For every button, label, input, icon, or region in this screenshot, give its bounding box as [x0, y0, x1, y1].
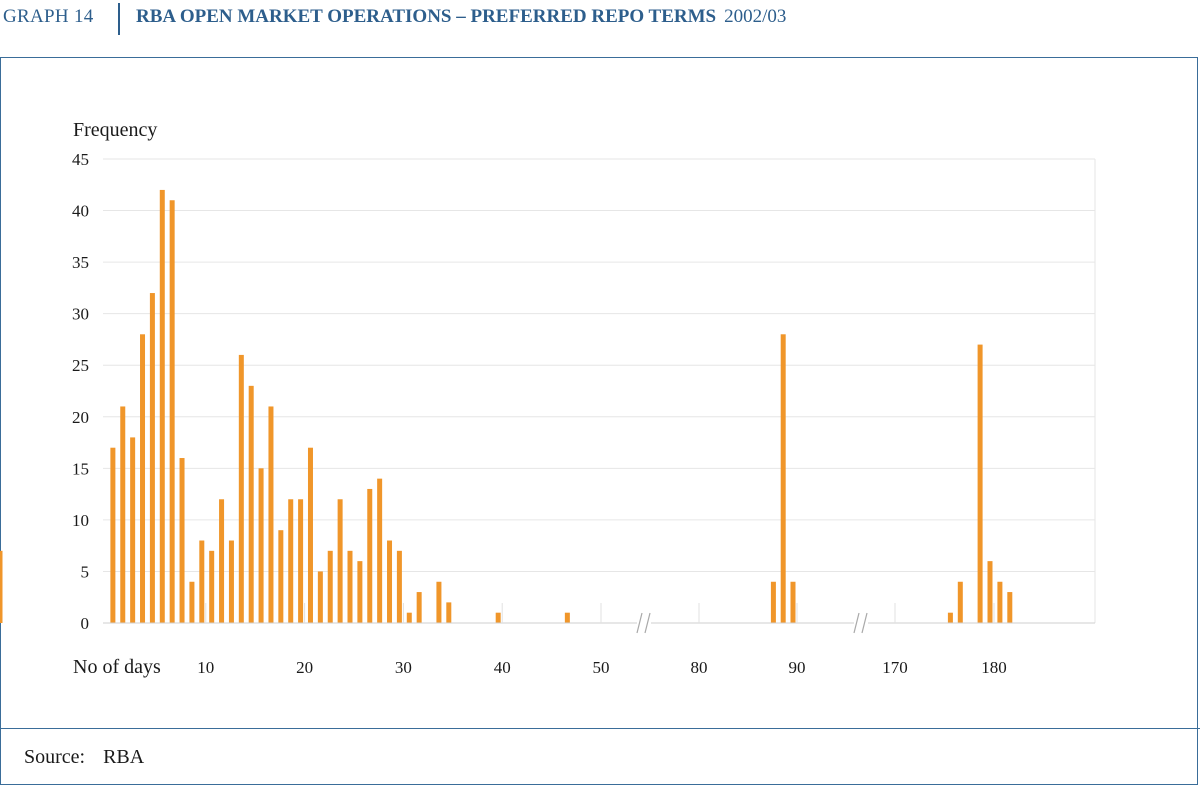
x-tick-label: 40: [494, 658, 511, 677]
bar: [780, 334, 786, 623]
bar: [987, 561, 993, 623]
bar: [446, 602, 452, 623]
bar: [199, 540, 205, 623]
bar: [436, 581, 442, 623]
x-tick-label: 10: [197, 658, 214, 677]
bar: [219, 499, 225, 623]
x-tick-label: 90: [789, 658, 806, 677]
bar: [997, 581, 1003, 623]
bar: [770, 581, 776, 623]
bar: [564, 612, 570, 623]
chart-header: GRAPH 14 RBA OPEN MARKET OPERATIONS – PR…: [0, 0, 1200, 40]
axes: 0 5 10 15 20 25 30 35 40 45 10 20 30 40 50 80 90 170 180: [72, 150, 1095, 677]
bar: [377, 478, 383, 623]
bar: [357, 561, 363, 623]
bar: [120, 406, 126, 623]
bar: [298, 499, 304, 623]
axis-break-gap: [637, 607, 651, 639]
bar: [977, 344, 983, 623]
bar: [179, 458, 185, 623]
axis-break-gap: [854, 607, 868, 639]
bar: [947, 612, 953, 623]
axis-break-mark: [644, 612, 651, 634]
bar: [347, 550, 353, 623]
bar: [278, 530, 284, 623]
bar: [189, 581, 195, 623]
bar: [367, 488, 373, 623]
y-tick-label: 20: [72, 408, 89, 427]
x-tick-label: 50: [593, 658, 610, 677]
header-divider: [118, 3, 120, 35]
y-tick-label: 40: [72, 202, 89, 221]
x-tick-label: 170: [882, 658, 908, 677]
bar: [396, 550, 402, 623]
bar: [110, 447, 116, 623]
bar: [406, 612, 412, 623]
bar: [790, 581, 796, 623]
bars: [0, 189, 1013, 623]
y-tick-label: 30: [72, 305, 89, 324]
bar: [337, 499, 343, 623]
bar: [387, 540, 393, 623]
bar: [327, 550, 333, 623]
x-axis-label: No of days: [73, 656, 161, 678]
chart-frame: [0, 57, 1198, 785]
chart-title: RBA OPEN MARKET OPERATIONS – PREFERRED R…: [136, 6, 786, 28]
y-tick-label: 15: [72, 459, 89, 478]
bar: [0, 550, 3, 623]
bar: [268, 406, 274, 623]
source-value: RBA: [103, 746, 145, 768]
bar: [159, 189, 165, 623]
graph-number: GRAPH 14: [3, 6, 94, 27]
bar: [209, 550, 215, 623]
x-tick-label: 180: [981, 658, 1007, 677]
bar: [0, 602, 3, 623]
y-tick-label: 10: [72, 511, 89, 530]
y-tick-label: 35: [72, 253, 89, 272]
y-axis-label: Frequency: [73, 119, 157, 141]
x-tick-label: 20: [296, 658, 313, 677]
source-note: Source: RBA: [24, 746, 144, 769]
bar: [149, 293, 155, 623]
grid-lines: [103, 158, 1096, 623]
bar: [169, 200, 175, 623]
bar: [416, 592, 422, 623]
source-separator: [0, 728, 1200, 729]
bar: [957, 581, 963, 623]
x-tick-label: 30: [395, 658, 412, 677]
source-label: Source:: [24, 746, 86, 768]
bar: [317, 571, 323, 623]
bar: [140, 334, 146, 623]
bar: [248, 385, 254, 623]
axis-break-mark: [861, 612, 868, 634]
bar: [258, 468, 264, 623]
bar: [288, 499, 294, 623]
axis-break-mark: [636, 612, 643, 634]
bar: [1007, 592, 1013, 623]
bar: [228, 540, 234, 623]
bar: [307, 447, 313, 623]
x-tick-label: 80: [691, 658, 708, 677]
bar: [238, 354, 244, 623]
bar: [130, 437, 136, 623]
bar: [495, 612, 501, 623]
y-tick-label: 5: [81, 562, 90, 581]
chart-title-main: RBA OPEN MARKET OPERATIONS – PREFERRED R…: [136, 6, 717, 27]
axis-break-mark: [853, 612, 860, 634]
y-tick-label: 0: [81, 614, 90, 633]
y-tick-label: 45: [72, 150, 89, 169]
y-tick-label: 25: [72, 356, 89, 375]
chart-title-period: 2002/03: [724, 6, 787, 27]
